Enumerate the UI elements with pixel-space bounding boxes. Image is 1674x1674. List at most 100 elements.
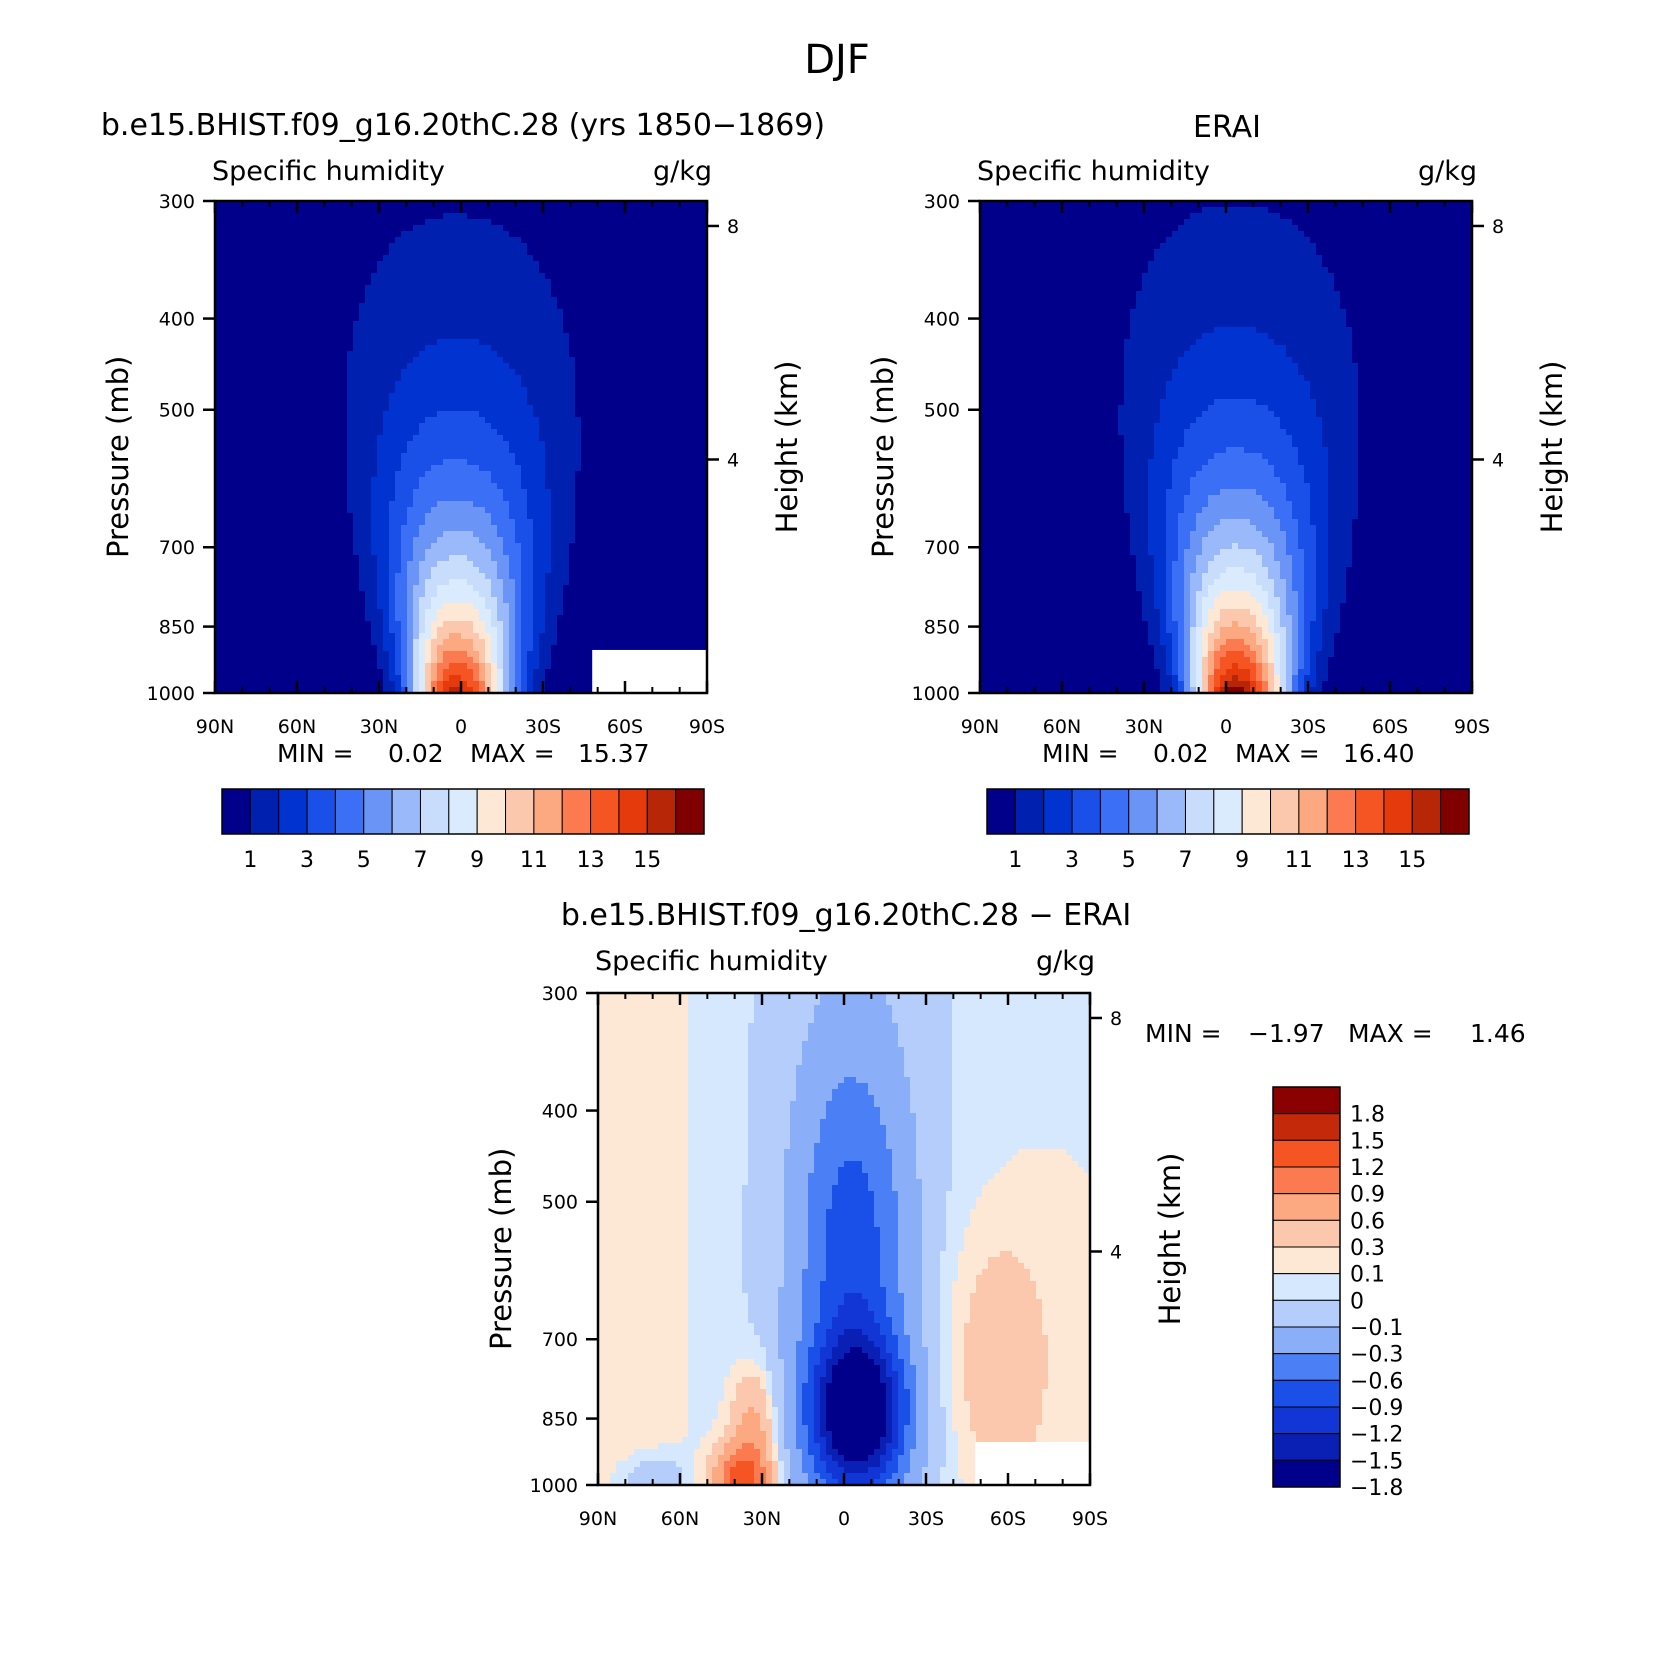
contour-cell — [575, 471, 708, 478]
contour-cell — [598, 1185, 689, 1192]
contour-cell — [1166, 603, 1173, 610]
contour-cell — [215, 627, 372, 634]
contour-cell — [874, 1209, 899, 1216]
contour-cell — [688, 1149, 749, 1156]
contour-cell — [1274, 585, 1287, 592]
contour-cell — [503, 663, 510, 670]
contour-cell — [808, 1203, 833, 1210]
contour-cell — [509, 675, 516, 682]
colorbar-box — [1411, 788, 1442, 835]
contour-cell — [952, 1167, 1001, 1174]
contour-cell — [742, 1281, 785, 1288]
contour-cell — [688, 1125, 749, 1132]
contour-cell — [353, 525, 372, 532]
contour-cell — [940, 1341, 953, 1348]
contour-cell — [880, 1461, 887, 1468]
contour-cell — [1220, 609, 1251, 616]
contour-cell — [509, 639, 516, 646]
contour-cell — [952, 1395, 965, 1402]
contour-cell — [688, 1137, 749, 1144]
contour-cell — [1154, 561, 1167, 568]
contour-cell — [389, 513, 408, 520]
contour-cell — [1328, 489, 1359, 496]
contour-cell — [1310, 669, 1317, 676]
contour-cell — [551, 507, 576, 514]
contour-cell — [557, 297, 708, 304]
contour-cell — [1214, 621, 1233, 628]
contour-cell — [814, 1167, 839, 1174]
contour-cell — [874, 1479, 887, 1486]
contour-cell — [808, 1425, 815, 1432]
contour-cell — [215, 687, 384, 694]
contour-cell — [425, 669, 432, 676]
contour-cell — [215, 579, 360, 586]
contour-cell — [874, 1449, 887, 1456]
contour-cell — [904, 1437, 917, 1444]
contour-cell — [503, 591, 516, 598]
colorbar-box — [1272, 1299, 1341, 1328]
contour-cell — [712, 1419, 731, 1426]
contour-cell — [479, 465, 522, 472]
contour-cell — [898, 1401, 911, 1408]
contour-cell — [521, 567, 534, 574]
contour-cell — [784, 1167, 815, 1174]
contour-cell — [778, 1287, 803, 1294]
contour-cell — [461, 687, 474, 694]
contour-cell — [539, 633, 558, 640]
contour-cell — [980, 459, 1125, 466]
contour-cell — [383, 687, 396, 694]
contour-cell — [215, 237, 396, 244]
contour-cell — [598, 1305, 689, 1312]
contour-cell — [545, 573, 570, 580]
contour-cell — [1304, 609, 1317, 616]
contour-cell — [1196, 651, 1203, 658]
contour-cell — [1280, 651, 1287, 658]
contour-cell — [1148, 639, 1161, 646]
contour-cell — [1118, 429, 1155, 436]
contour-cell — [826, 1221, 875, 1228]
contour-cell — [1214, 603, 1263, 610]
contour-cell — [563, 609, 708, 616]
contour-cell — [904, 1479, 923, 1486]
contour-cell — [904, 1371, 917, 1378]
contour-cell — [1328, 549, 1353, 556]
contour-cell — [1262, 585, 1275, 592]
contour-cell — [940, 1473, 959, 1480]
contour-cell — [976, 1197, 1091, 1204]
colorbar-label: 9 — [470, 848, 484, 873]
contour-cell — [718, 1413, 731, 1420]
contour-cell — [952, 1389, 965, 1396]
contour-cell — [1190, 531, 1209, 538]
contour-cell — [826, 1233, 881, 1240]
contour-cell — [1154, 423, 1191, 430]
contour-cell — [1136, 585, 1155, 592]
contour-cell — [215, 519, 354, 526]
contour-cell — [533, 597, 546, 604]
contour-cell — [1196, 609, 1203, 616]
contour-cell — [898, 1221, 923, 1228]
contour-cell — [742, 1377, 761, 1384]
contour-cell — [748, 1179, 785, 1186]
contour-cell — [688, 1215, 743, 1222]
contour-cell — [688, 1059, 749, 1066]
contour-cell — [886, 1371, 899, 1378]
contour-cell — [431, 645, 438, 652]
y-right-tick-label: 8 — [1110, 1008, 1122, 1030]
contour-cell — [1274, 651, 1281, 658]
contour-cell — [1202, 603, 1215, 610]
x-tick-label: 90N — [579, 1508, 617, 1530]
contour-cell — [1154, 435, 1185, 442]
contour-cell — [1280, 675, 1287, 682]
contour-cell — [353, 531, 372, 538]
contour-cell — [353, 333, 570, 340]
contour-cell — [1232, 621, 1239, 628]
contour-cell — [395, 471, 426, 478]
contour-cell — [742, 1185, 785, 1192]
contour-cell — [533, 639, 540, 646]
contour-cell — [778, 1437, 785, 1444]
contour-cell — [1292, 633, 1299, 640]
contour-cell — [347, 351, 420, 358]
contour-cell — [1196, 555, 1215, 562]
contour-cell — [952, 1161, 1007, 1168]
contour-cell — [1184, 663, 1191, 670]
